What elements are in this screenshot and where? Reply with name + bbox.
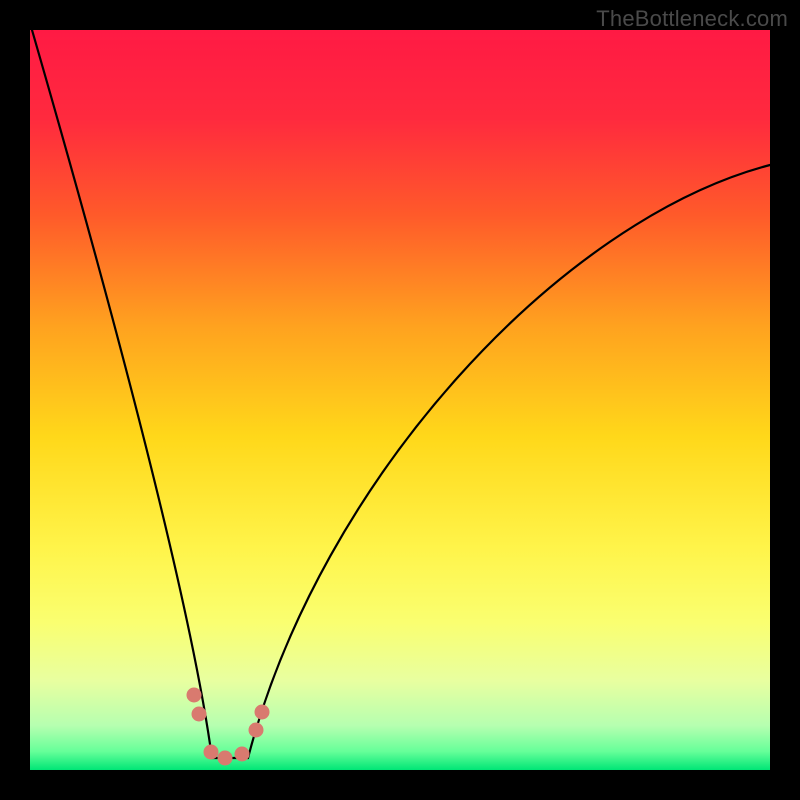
bottleneck-curve bbox=[0, 0, 800, 800]
curve-marker bbox=[235, 747, 249, 761]
curve-marker bbox=[218, 751, 232, 765]
watermark-text: TheBottleneck.com bbox=[596, 6, 788, 32]
curve-marker bbox=[187, 688, 201, 702]
chart-frame: TheBottleneck.com bbox=[0, 0, 800, 800]
curve-marker bbox=[204, 745, 218, 759]
curve-marker bbox=[192, 707, 206, 721]
v-curve-path bbox=[32, 30, 770, 758]
curve-marker bbox=[255, 705, 269, 719]
curve-marker bbox=[249, 723, 263, 737]
